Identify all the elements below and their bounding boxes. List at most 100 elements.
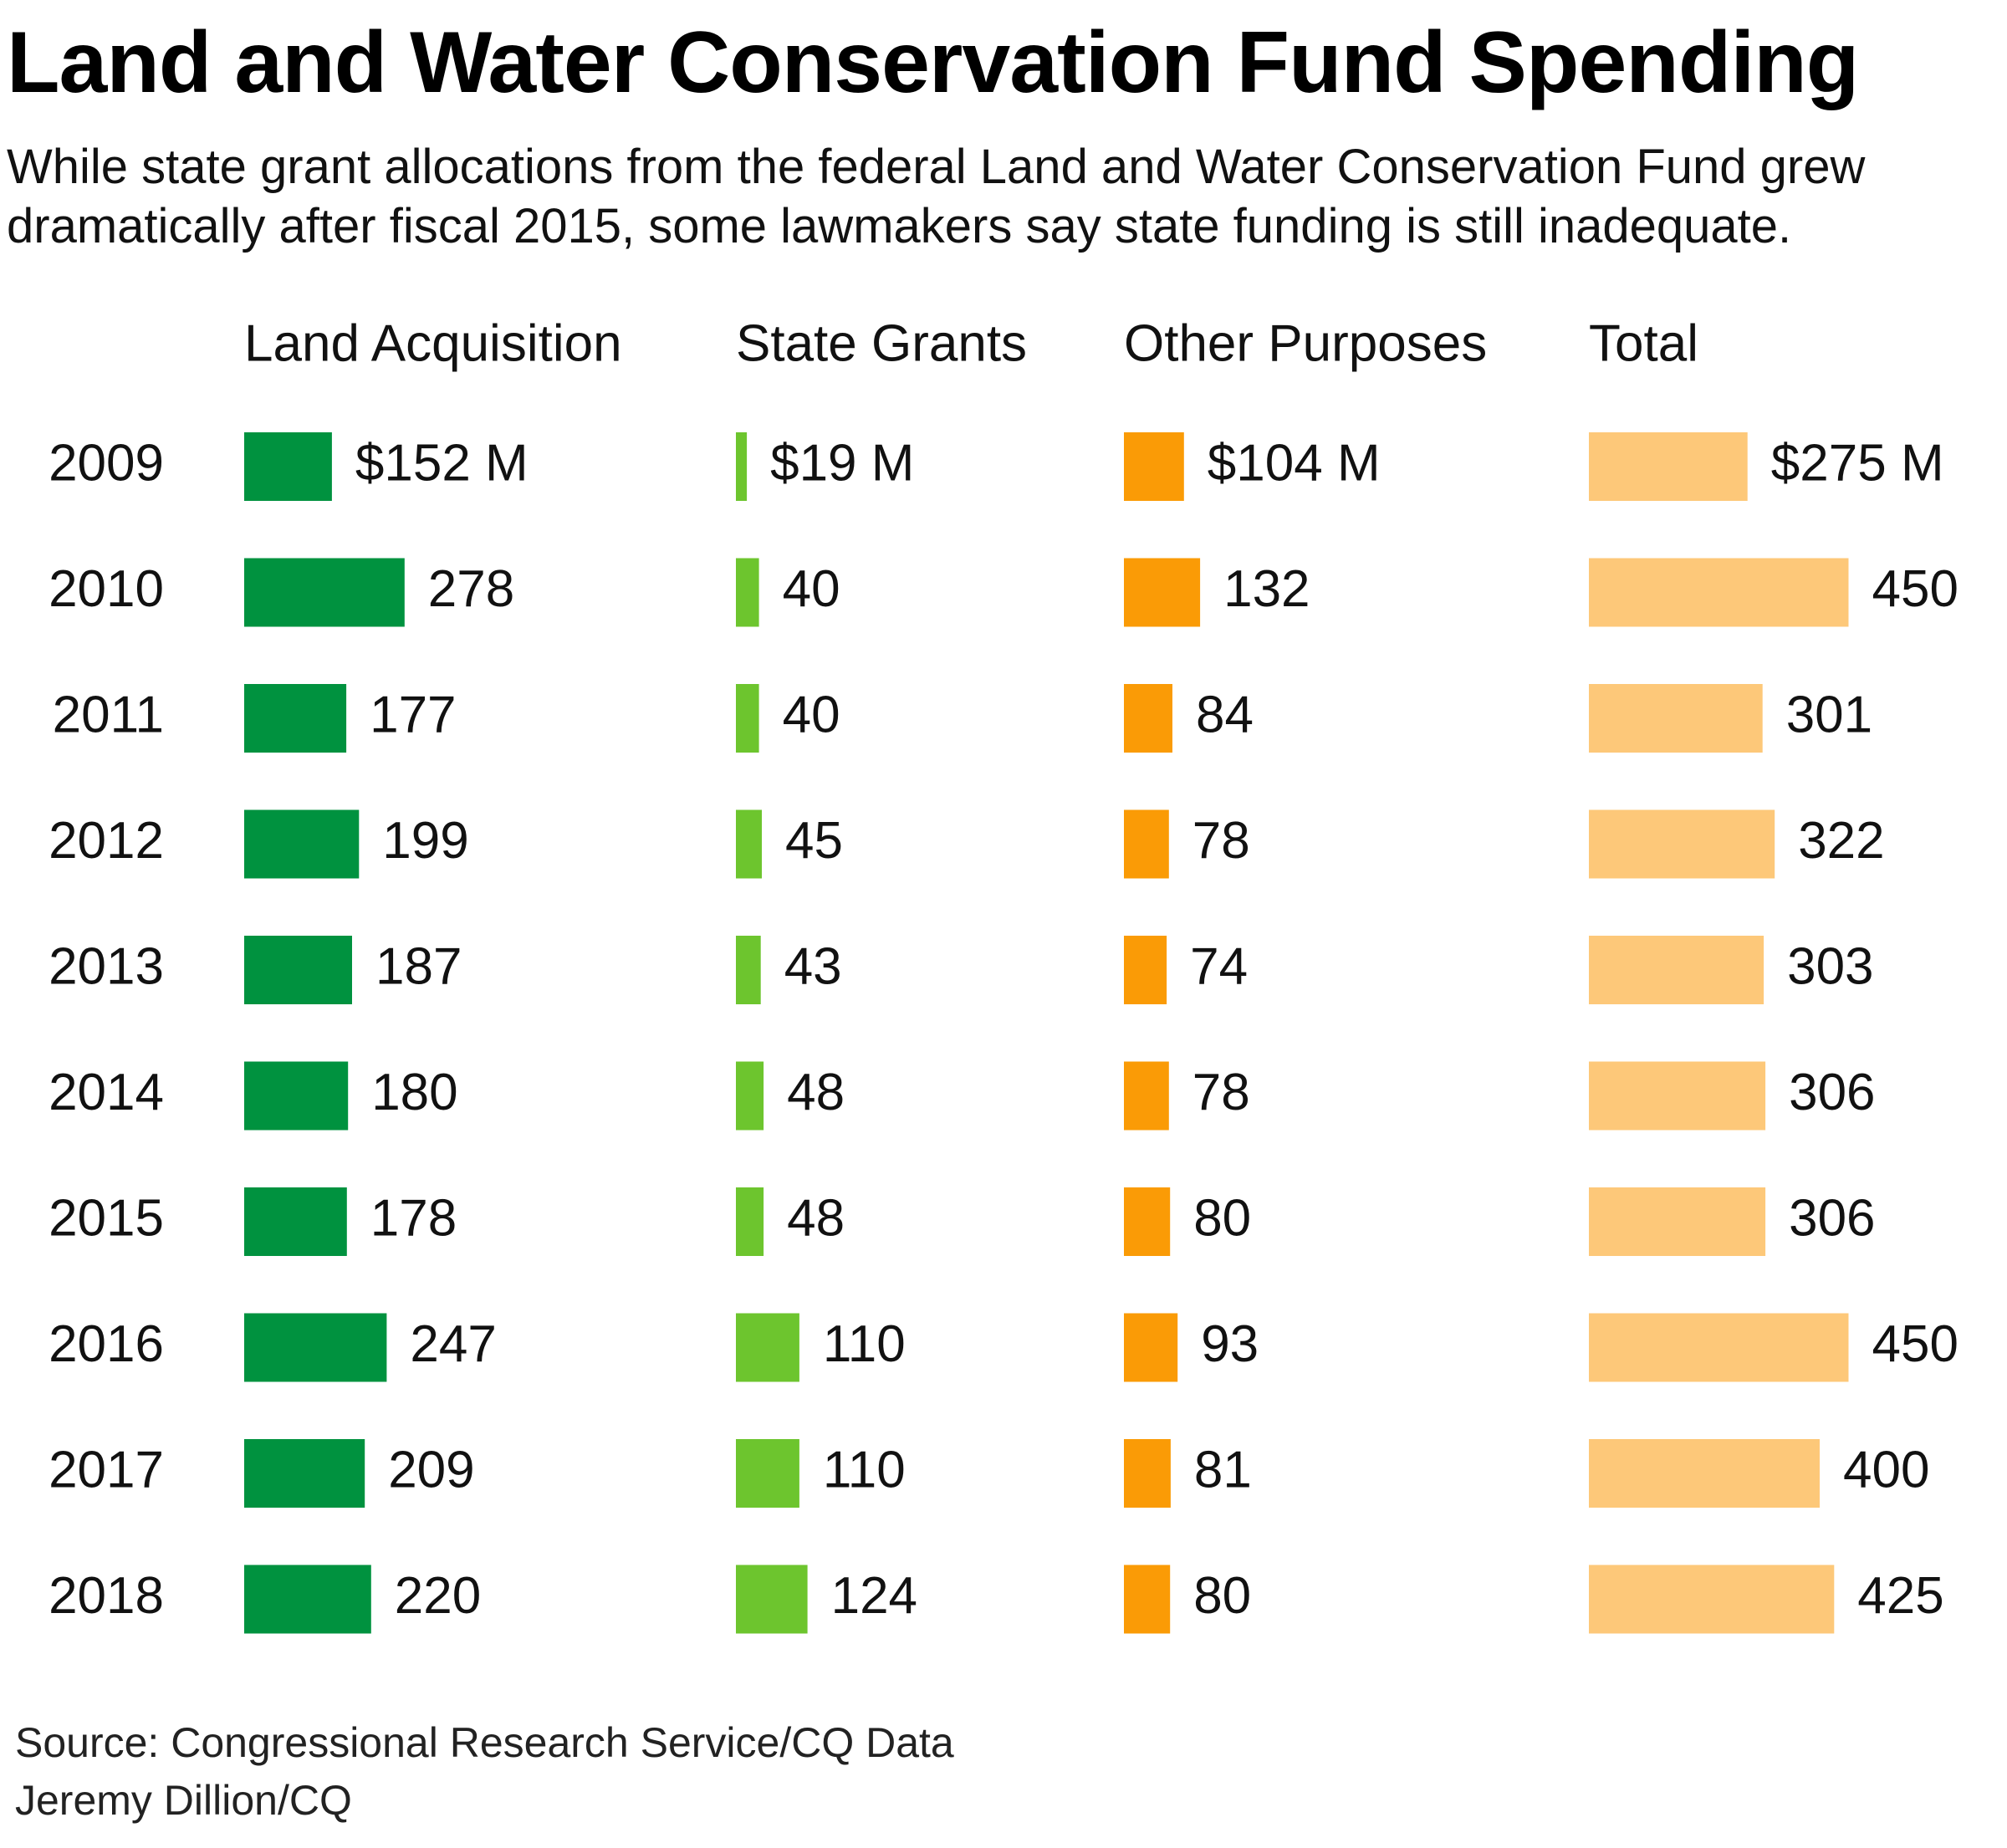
bar-state-grants	[736, 1439, 799, 1508]
column-header-total: Total	[1589, 314, 1698, 372]
bar-other-purposes	[1124, 432, 1184, 501]
data-label-land-acquisition: 187	[375, 937, 462, 995]
data-label-total: 400	[1843, 1441, 1929, 1498]
bar-state-grants	[736, 936, 761, 1004]
bar-land-acquisition	[244, 1187, 347, 1256]
data-label-other-purposes: 93	[1201, 1315, 1259, 1373]
credit-line: Jeremy Dillion/CQ	[15, 1777, 352, 1824]
row-2018: 2018 220 124 80 425	[49, 1565, 1944, 1634]
row-2012: 2012 199 45 78 322	[49, 809, 1885, 879]
bar-total	[1589, 1439, 1820, 1508]
bar-state-grants	[736, 1565, 808, 1634]
data-label-land-acquisition: 220	[395, 1567, 481, 1625]
data-label-other-purposes: $104 M	[1208, 434, 1381, 492]
bar-other-purposes	[1124, 558, 1201, 627]
bar-land-acquisition	[244, 1061, 349, 1131]
bar-total	[1589, 432, 1748, 501]
data-label-state-grants: 40	[783, 560, 840, 618]
bar-land-acquisition	[244, 1565, 371, 1634]
bar-other-purposes	[1124, 684, 1172, 753]
bar-state-grants	[736, 1313, 799, 1382]
bar-total	[1589, 684, 1763, 753]
row-2017: 2017 209 110 81 400	[49, 1439, 1929, 1508]
bar-total	[1589, 1313, 1849, 1382]
data-label-state-grants: 45	[785, 812, 843, 870]
bar-land-acquisition	[244, 1439, 365, 1508]
data-label-land-acquisition: 278	[428, 560, 514, 618]
bar-land-acquisition	[244, 936, 352, 1004]
data-label-land-acquisition: 177	[370, 686, 456, 743]
row-2016: 2016 247 110 93 450	[49, 1313, 1958, 1382]
data-label-state-grants: 48	[787, 1189, 845, 1247]
column-header-land-acquisition: Land Acquisition	[244, 314, 622, 372]
data-label-land-acquisition: 180	[371, 1064, 457, 1121]
data-label-other-purposes: 78	[1192, 1064, 1250, 1121]
column-header-other-purposes: Other Purposes	[1124, 314, 1487, 372]
data-label-state-grants: 40	[783, 686, 840, 743]
bar-total	[1589, 1061, 1766, 1131]
data-label-total: 303	[1787, 937, 1873, 995]
data-label-other-purposes: 74	[1190, 937, 1248, 995]
data-label-total: 306	[1789, 1189, 1875, 1247]
chart-rows: 2009 $152 M $19 M $104 M $275 M 2010 278 40 132 4…	[49, 432, 1958, 1634]
data-label-state-grants: 110	[823, 1315, 906, 1373]
bar-state-grants	[736, 432, 748, 501]
data-label-land-acquisition: 178	[370, 1189, 457, 1247]
bar-state-grants	[736, 684, 759, 753]
bar-total	[1589, 936, 1764, 1004]
year-label: 2010	[49, 560, 164, 618]
bar-total	[1589, 809, 1775, 879]
chart-subtitle: While state grant allocations from the f…	[7, 140, 1866, 253]
row-2014: 2014 180 48 78 306	[49, 1061, 1876, 1131]
bar-total	[1589, 1187, 1766, 1256]
column-header-state-grants: State Grants	[736, 314, 1027, 372]
data-label-other-purposes: 81	[1194, 1441, 1252, 1498]
data-label-total: 322	[1798, 812, 1884, 870]
data-label-total: $275 M	[1771, 434, 1944, 492]
bar-state-grants	[736, 558, 759, 627]
data-label-land-acquisition: $152 M	[355, 434, 529, 492]
bar-other-purposes	[1124, 1439, 1171, 1508]
data-label-total: 450	[1872, 1315, 1958, 1373]
year-label: 2009	[49, 434, 164, 492]
data-label-total: 425	[1857, 1567, 1943, 1625]
bar-other-purposes	[1124, 936, 1167, 1004]
data-label-other-purposes: 80	[1193, 1189, 1251, 1247]
row-2013: 2013 187 43 74 303	[49, 936, 1874, 1004]
bar-state-grants	[736, 809, 762, 879]
bar-other-purposes	[1124, 1061, 1169, 1131]
bar-chart: Land Acquisition State Grants Other Purpos…	[49, 314, 1958, 1634]
bar-land-acquisition	[244, 558, 405, 627]
data-label-total: 306	[1789, 1064, 1875, 1121]
data-label-state-grants: 110	[823, 1441, 906, 1498]
data-label-other-purposes: 80	[1193, 1567, 1251, 1625]
bar-state-grants	[736, 1187, 764, 1256]
data-label-other-purposes: 78	[1192, 812, 1250, 870]
row-2011: 2011 177 40 84 301	[53, 684, 1872, 753]
bar-total	[1589, 1565, 1835, 1634]
data-label-state-grants: 48	[787, 1064, 845, 1121]
data-label-other-purposes: 132	[1223, 560, 1310, 618]
bar-land-acquisition	[244, 809, 360, 879]
data-label-land-acquisition: 199	[382, 812, 468, 870]
bar-other-purposes	[1124, 1565, 1171, 1634]
bar-other-purposes	[1124, 809, 1169, 879]
bar-land-acquisition	[244, 684, 347, 753]
bar-other-purposes	[1124, 1187, 1171, 1256]
source-note: Source: Congressional Research Service/C…	[15, 1714, 954, 1830]
bar-total	[1589, 558, 1849, 627]
data-label-total: 450	[1872, 560, 1958, 618]
data-label-state-grants: 124	[831, 1567, 917, 1625]
chart-title: Land and Water Conservation Fund Spendin…	[7, 14, 1859, 111]
data-label-land-acquisition: 247	[410, 1315, 496, 1373]
source-line: Source: Congressional Research Service/C…	[15, 1719, 954, 1766]
year-label: 2016	[49, 1315, 164, 1373]
data-label-total: 301	[1786, 686, 1872, 743]
bar-state-grants	[736, 1061, 764, 1131]
row-2010: 2010 278 40 132 450	[49, 558, 1958, 627]
year-label: 2015	[49, 1189, 164, 1247]
bar-land-acquisition	[244, 432, 332, 501]
year-label: 2018	[49, 1567, 164, 1625]
year-label: 2014	[49, 1064, 164, 1121]
row-2009: 2009 $152 M $19 M $104 M $275 M	[49, 432, 1944, 501]
